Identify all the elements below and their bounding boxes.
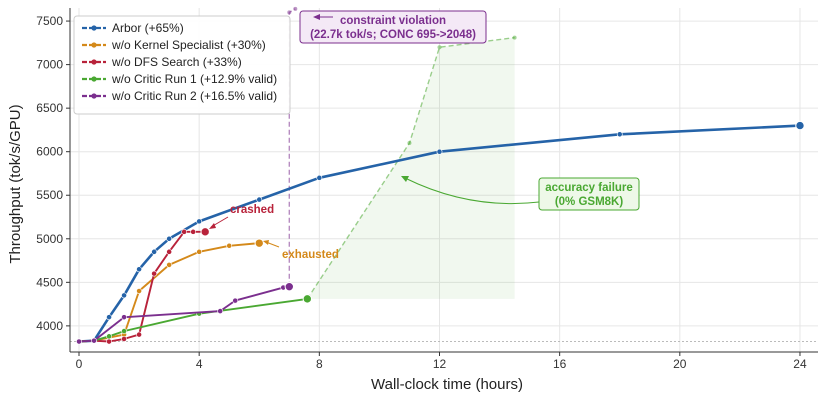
legend-entry-label: w/o Critic Run 2 (+16.5% valid) — [111, 89, 277, 103]
data-point — [284, 281, 294, 292]
legend-swatch-marker — [91, 42, 97, 48]
legend-entry-label: w/o Kernel Specialist (+30%) — [111, 38, 266, 52]
data-point — [200, 227, 210, 237]
y-tick-label: 7000 — [36, 58, 63, 72]
accuracy-box — [538, 177, 640, 211]
legend: Arbor (+65%) w/o Kernel Specialist (+30%)… — [73, 15, 291, 115]
data-point — [166, 262, 173, 268]
data-point — [151, 248, 158, 255]
data-point — [316, 174, 323, 181]
data-point — [136, 266, 142, 273]
dashed-point — [287, 10, 292, 15]
legend-box — [73, 15, 291, 115]
x-tick-label: 16 — [553, 357, 567, 371]
data-point — [302, 294, 313, 304]
data-point — [196, 218, 203, 225]
axes — [69, 8, 818, 353]
data-point — [76, 338, 82, 345]
y-tick-label: 5000 — [36, 232, 63, 246]
y-tick-label: 4000 — [36, 319, 63, 333]
series-lines — [76, 120, 805, 345]
series-line — [78, 242, 260, 343]
data-point — [196, 248, 203, 255]
x-tick-label: 4 — [196, 357, 203, 371]
crashed-label: crashed — [230, 204, 274, 216]
data-point — [136, 288, 142, 294]
series-line — [78, 297, 308, 343]
y-tick-label: 4500 — [36, 275, 63, 289]
x-tick-label: 20 — [673, 357, 687, 371]
legend-entry-label: w/o DFS Search (+33%) — [111, 55, 242, 69]
y-tick-label: 7500 — [36, 14, 63, 28]
data-point — [436, 148, 443, 155]
series-1 — [76, 238, 264, 345]
y-tick-label: 6500 — [36, 101, 63, 115]
data-point — [795, 120, 805, 131]
data-point — [136, 331, 142, 338]
data-point — [254, 238, 264, 248]
data-point — [166, 248, 173, 255]
crashed-arrowhead — [209, 223, 216, 229]
shaded-area — [307, 37, 515, 299]
constraint-label-line2: (22.7k tok/s; CONC 695->2048) — [310, 29, 476, 41]
series-3 — [76, 294, 313, 345]
constraint-box — [299, 10, 487, 44]
exhausted-label: exhausted — [282, 249, 339, 261]
dashed-point — [512, 35, 517, 40]
accuracy-arrowhead — [401, 176, 409, 182]
data-point — [106, 314, 112, 321]
x-tick-label: 0 — [76, 357, 83, 371]
x-tick-label: 24 — [793, 357, 807, 371]
y-axis-label: Throughput (tok/s/GPU) — [7, 104, 24, 263]
series-4 — [76, 281, 294, 345]
dashed-point — [407, 140, 412, 145]
x-tick-label: 8 — [316, 357, 323, 371]
x-axis-label: Wall-clock time (hours) — [371, 376, 523, 393]
data-point — [121, 292, 127, 299]
constraint-label-line1: constraint violation — [340, 15, 446, 27]
data-point — [616, 131, 623, 138]
data-point — [121, 336, 127, 342]
data-point — [232, 297, 239, 304]
data-point — [217, 308, 224, 314]
data-point — [181, 228, 188, 235]
dashed-point — [437, 45, 442, 50]
legend-entry-label: w/o Critic Run 1 (+12.9% valid) — [111, 72, 277, 86]
accuracy-label-line2: (0% GSM8K) — [555, 196, 624, 208]
data-point — [91, 337, 97, 344]
exhausted-arrowhead — [263, 240, 269, 245]
accuracy-arrow — [404, 177, 540, 205]
legend-swatch-marker — [91, 25, 97, 31]
accuracy-label-line1: accuracy failure — [545, 182, 633, 194]
legend-swatch-marker — [91, 93, 97, 99]
tick-labels: 0 4 8 12 16 20 24 4000 4500 5000 5500 6000 6500 7000 7… — [36, 14, 807, 371]
y-tick-label: 5500 — [36, 188, 63, 202]
grid-lines — [70, 8, 818, 352]
data-point — [121, 314, 127, 321]
data-point — [256, 196, 263, 203]
data-point — [106, 333, 112, 340]
constraint-arrowhead — [313, 14, 320, 20]
dashed-point — [293, 6, 298, 11]
data-point — [190, 228, 197, 235]
legend-swatch-marker — [91, 59, 97, 65]
data-point — [166, 235, 173, 242]
y-tick-label: 6000 — [36, 145, 63, 159]
legend-swatch-marker — [91, 76, 97, 82]
series-line — [78, 230, 206, 343]
annotations: crashed exhausted constraint violation (… — [209, 10, 640, 261]
legend-entry-label: Arbor (+65%) — [112, 21, 184, 35]
data-point — [151, 270, 158, 277]
data-point — [106, 338, 112, 345]
data-point — [226, 242, 233, 249]
x-tick-label: 12 — [433, 357, 447, 371]
accuracy-failure-region — [307, 37, 515, 299]
data-point — [121, 328, 127, 334]
